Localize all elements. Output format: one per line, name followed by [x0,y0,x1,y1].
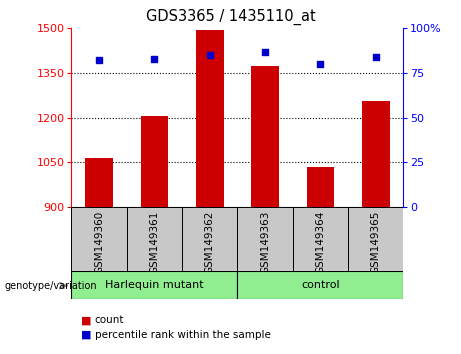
Bar [307,167,334,207]
Text: GSM149365: GSM149365 [371,210,381,274]
Bar [237,207,293,271]
Text: GDS3365 / 1435110_at: GDS3365 / 1435110_at [146,9,315,25]
Point [372,54,379,60]
Bar [71,271,237,299]
Point [261,49,269,55]
Text: control: control [301,280,340,290]
Text: GSM149360: GSM149360 [94,210,104,274]
Point [95,58,103,63]
Text: GSM149364: GSM149364 [315,210,325,274]
Point [151,56,158,62]
Bar [237,271,403,299]
Text: GSM149362: GSM149362 [205,210,215,274]
Bar [348,207,403,271]
Text: GSM149363: GSM149363 [260,210,270,274]
Bar [182,207,237,271]
Text: genotype/variation: genotype/variation [5,281,97,291]
Text: count: count [95,315,124,325]
Text: percentile rank within the sample: percentile rank within the sample [95,330,271,339]
Text: Harlequin mutant: Harlequin mutant [105,280,204,290]
Bar [196,30,224,207]
Text: GSM149361: GSM149361 [149,210,160,274]
Bar [362,101,390,207]
Bar [71,207,127,271]
Bar [251,65,279,207]
Text: ■: ■ [81,330,91,339]
Text: ■: ■ [81,315,91,325]
Point [206,52,213,58]
Point [317,61,324,67]
Bar [127,207,182,271]
Bar [293,207,348,271]
Bar [141,116,168,207]
Bar [85,158,113,207]
